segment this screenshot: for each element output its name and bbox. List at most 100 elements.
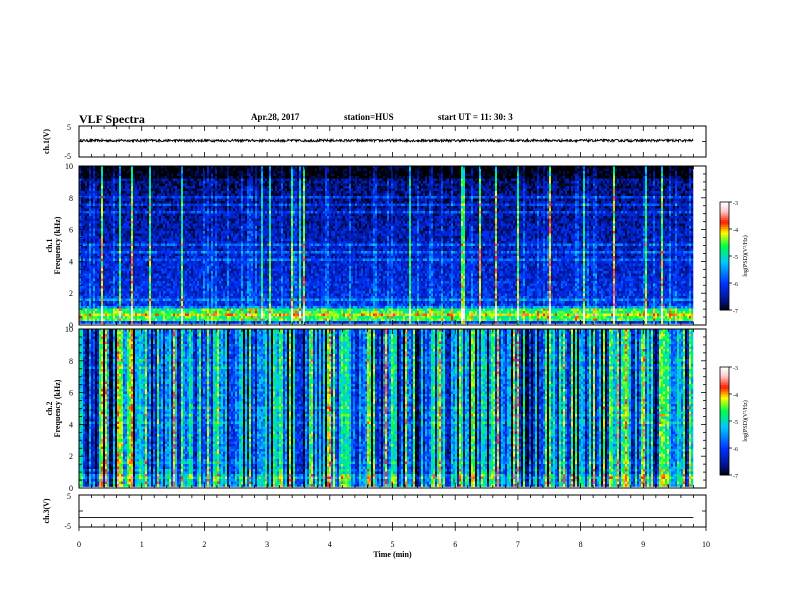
y-axis-label: ch.1 [45, 239, 54, 253]
colorbar-tick-label: -6 [733, 447, 738, 453]
no-data-area [693, 329, 706, 488]
colorbar-segment [720, 392, 729, 395]
colorbar-segment [720, 290, 729, 293]
colorbar-segment [720, 292, 729, 295]
start-time-label: start UT = 11: 30: 3 [438, 112, 513, 122]
colorbar-segment [720, 270, 729, 273]
x-tick-label: 3 [265, 540, 269, 549]
colorbar-segment [720, 261, 729, 264]
colorbar-segment [720, 212, 729, 216]
chart-title: VLF Spectra [79, 112, 145, 127]
colorbar-segment [720, 410, 729, 413]
colorbar-segment [720, 229, 729, 232]
colorbar-segment [720, 302, 729, 306]
y-tick-label: 0 [69, 321, 73, 330]
colorbar-segment [720, 431, 729, 435]
colorbar-segment [720, 216, 729, 219]
colorbar-segment [720, 417, 729, 420]
colorbar-segment [720, 299, 729, 302]
colorbar-segment [720, 390, 729, 393]
colorbar-segment [720, 460, 729, 463]
colorbar-segment [720, 467, 729, 471]
colorbar-segment [720, 254, 729, 257]
colorbar-segment [720, 243, 729, 246]
y-tick-label: -5 [64, 522, 71, 531]
colorbar-segment [720, 439, 729, 442]
colorbar-segment [720, 386, 729, 390]
x-tick-label: 7 [516, 540, 520, 549]
colorbar-segment [720, 421, 729, 424]
colorbar-ch2: -3 -4 -5 -6 -7 log(PSD)(V²/Hz) [719, 366, 749, 480]
colorbar-segment [720, 203, 729, 207]
y-tick-label: 6 [69, 226, 73, 235]
colorbar-segment [720, 239, 729, 243]
y-axis-label: Frequency (kHz) [53, 216, 62, 274]
x-tick-label: 8 [579, 540, 583, 549]
colorbar-tick-label: -4 [733, 228, 738, 234]
colorbar-segment [720, 419, 729, 422]
colorbar-segment [720, 279, 729, 282]
colorbar-segment [720, 220, 729, 223]
colorbar-segment [720, 227, 729, 230]
colorbar-segment [720, 297, 729, 300]
x-tick-label: 6 [453, 540, 457, 549]
colorbar-segment [720, 272, 729, 275]
colorbar-segment [720, 202, 729, 205]
colorbar-tick-label: -6 [733, 282, 738, 288]
colorbar-segment [720, 367, 729, 370]
y-axis-label: ch.3(V) [42, 498, 51, 523]
colorbar-segment [720, 368, 729, 372]
colorbar-segment [720, 218, 729, 221]
x-tick-label: 1 [140, 540, 144, 549]
panel-4-axes: 5 -5 ch.3(V) [42, 492, 707, 531]
colorbar-segment [720, 257, 729, 261]
colorbar-segment [720, 448, 729, 451]
y-tick-label: 2 [69, 289, 73, 298]
colorbar-segment [720, 275, 729, 279]
colorbar-segment [720, 295, 729, 298]
colorbar-segment [720, 286, 729, 289]
colorbar-segment [720, 437, 729, 440]
colorbar-segment [720, 440, 729, 444]
colorbar-segment [720, 277, 729, 280]
colorbar-segment [720, 457, 729, 460]
colorbar-segment [720, 435, 729, 438]
colorbar-segment [720, 248, 729, 252]
colorbar-segment [720, 283, 729, 286]
colorbar-tick-label: -4 [733, 393, 738, 399]
colorbar-segment [720, 205, 729, 208]
colorbar-tick-label: -7 [733, 309, 738, 315]
colorbar-segment [720, 399, 729, 402]
colorbar-segment [720, 395, 729, 399]
colorbar-segment [720, 372, 729, 375]
colorbar-segment [720, 374, 729, 377]
colorbar-segment [720, 428, 729, 431]
colorbar-segment [720, 451, 729, 454]
y-axis-label: Frequency (kHz) [53, 379, 62, 437]
spectrogram-ch1 [79, 166, 706, 325]
y-tick-label: 2 [69, 452, 73, 461]
colorbar-segment [720, 433, 729, 436]
colorbar-segment [720, 209, 729, 212]
colorbar-segment [720, 449, 729, 453]
colorbar-segment [720, 221, 729, 225]
colorbar-segment [720, 406, 729, 409]
colorbar-segment [720, 379, 729, 382]
panel-1-axes: 5 -5 ch.1(V) [42, 123, 707, 161]
no-data-area [693, 166, 706, 325]
x-axis-label: Time (min) [373, 550, 412, 559]
colorbar-segment [720, 238, 729, 241]
ch1-waveform-line [79, 137, 694, 144]
colorbar-segment [720, 464, 729, 467]
colorbar-segment [720, 401, 729, 404]
y-tick-label: 10 [65, 162, 73, 171]
colorbar-segment [720, 265, 729, 268]
colorbar-segment [720, 462, 729, 465]
colorbar-segment [720, 458, 729, 462]
y-tick-label: 0 [69, 484, 73, 493]
colorbar-segment [720, 207, 729, 210]
colorbar-segment [720, 453, 729, 456]
colorbar-segment [720, 424, 729, 427]
colorbar-segment [720, 404, 729, 408]
x-tick-label: 5 [391, 540, 395, 549]
